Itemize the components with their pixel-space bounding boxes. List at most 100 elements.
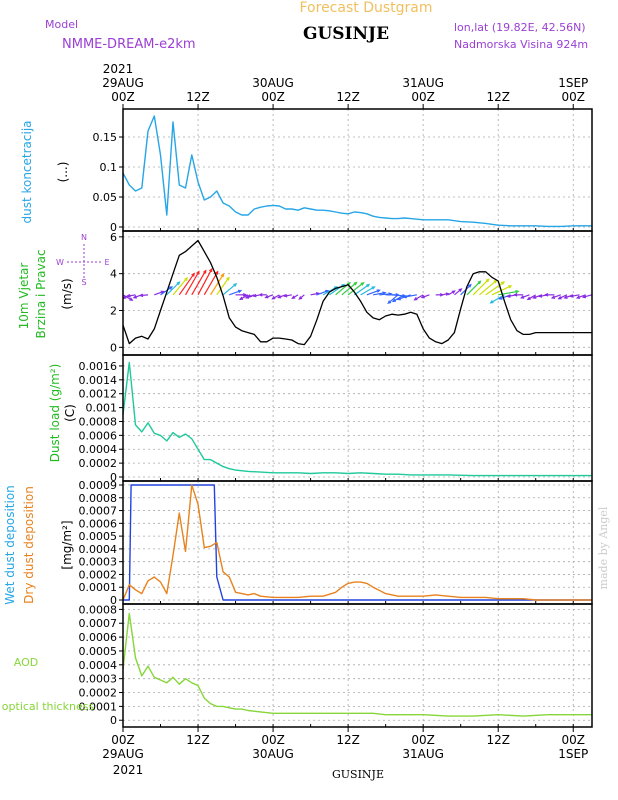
wind-arrow — [341, 282, 357, 296]
y-tick-label: 0.0005 — [79, 530, 118, 543]
wind-arrow-head — [445, 292, 450, 296]
wind-arrow — [373, 292, 386, 296]
wind-arrow-head — [544, 293, 549, 297]
compass-e: E — [104, 258, 109, 267]
wind-arrow — [229, 290, 242, 296]
y-tick-label: 0.0014 — [79, 374, 118, 387]
wind-arrow — [520, 294, 530, 299]
wind-arrow-head — [202, 269, 207, 274]
wind-arrow — [527, 294, 537, 300]
top-date-label: 1SEP — [558, 76, 588, 90]
y-tick-label: 0.0008 — [79, 492, 118, 505]
wind-arrow — [466, 280, 481, 296]
wind-arrow — [421, 294, 430, 299]
y-tick-label: 0.0009 — [79, 479, 118, 492]
top-hour-label: 12Z — [336, 90, 360, 104]
dry-dep-label: Dry dust deposition — [22, 486, 36, 604]
wind-arrow-head — [513, 293, 518, 297]
top-hour-label: 12Z — [486, 90, 510, 104]
wind-arrow — [272, 294, 280, 300]
wind-arrow — [178, 273, 195, 296]
wind-arrow-head — [387, 300, 392, 305]
wind-arrow — [127, 294, 136, 297]
wind-arrow-head — [226, 276, 230, 281]
bottom-date-label: 1SEP — [558, 747, 588, 761]
top-date-label: 31AUG — [402, 76, 444, 90]
wind-arrow — [140, 294, 149, 297]
wind-arrow — [447, 290, 456, 296]
panels: 00.050.10.15024600.00020.00040.00060.000… — [79, 108, 593, 728]
wind-arrow — [216, 277, 230, 296]
wind-arrow — [160, 286, 173, 296]
y-tick-label: 0.0002 — [79, 687, 118, 700]
wind-arrow-head — [126, 294, 131, 298]
wind-arrow-head — [184, 277, 188, 282]
wind-arrow-head — [283, 293, 288, 298]
conc-label: dust koncetracija — [20, 120, 34, 223]
wind-arrow-head — [191, 272, 195, 277]
wind-arrow-head — [569, 294, 574, 298]
wind-arrow-head — [209, 267, 213, 273]
wind-arrow-head — [520, 295, 525, 299]
bottom-hour-label: 12Z — [186, 733, 210, 747]
wind-arrow — [222, 283, 237, 296]
chart-title: Forecast Dustgram — [300, 0, 433, 16]
wind-speed-line — [122, 239, 592, 346]
wind-arrow — [239, 294, 249, 300]
wind-arrow-head — [477, 280, 482, 285]
wind-arrow-head — [160, 290, 165, 294]
wind-arrow — [551, 294, 561, 299]
coordinates: lon,lat (19.82E, 42.56N) — [454, 21, 586, 34]
wind-arrow — [454, 288, 462, 296]
bottom-year: 2021 — [113, 763, 144, 777]
wind-arrow — [403, 294, 418, 298]
wind-arrow — [347, 282, 364, 296]
wind-unit: (m/s) — [60, 278, 74, 309]
y-tick-label: 0.0007 — [79, 505, 118, 518]
panel-frame — [122, 354, 593, 482]
wind-arrow — [154, 290, 164, 296]
wind-arrow-head — [366, 283, 371, 288]
wind-arrow — [479, 279, 497, 296]
wet-dep-label: Wet dust deposition — [3, 485, 17, 605]
wind-arrow-head — [563, 295, 568, 299]
wind-arrow — [245, 294, 255, 299]
y-tick-label: 0 — [110, 341, 117, 354]
wind-arrow — [197, 268, 213, 296]
elevation: Nadmorska Visina 924m — [454, 38, 588, 51]
wind-arrow — [485, 281, 505, 296]
y-tick-label: 0.0008 — [79, 603, 118, 616]
dry-deposition-line — [122, 484, 592, 601]
wind-arrow — [360, 286, 375, 296]
wind-arrow-head — [371, 286, 376, 290]
wind-arrow-head — [498, 296, 503, 300]
y-tick-label: 0.0004 — [79, 443, 118, 456]
top-hour-label: 00Z — [111, 90, 135, 104]
dep-unit: [mg/m²] — [60, 520, 74, 569]
wind-arrow-head — [129, 297, 134, 301]
wind-arrow-head — [220, 273, 225, 278]
y-tick-label: 0.0004 — [79, 659, 118, 672]
wind-arrow-head — [264, 295, 269, 299]
wind-arrow-head — [391, 298, 397, 303]
y-tick-label: 0.1 — [100, 161, 118, 174]
load-unit: (C) — [63, 404, 77, 422]
y-tick-label: 0.0004 — [79, 543, 118, 556]
y-tick-label: 0 — [110, 594, 117, 607]
wind-arrow-head — [557, 296, 562, 300]
wind-arrow — [166, 281, 180, 296]
dust-load-line — [122, 361, 592, 477]
wind-arrow-head — [271, 296, 276, 300]
compass-s: S — [81, 278, 86, 287]
model-name: NMME-DREAM-e2km — [62, 37, 196, 52]
bottom-date-label: 31AUG — [402, 747, 444, 761]
wind-arrow — [570, 294, 580, 298]
top-hour-label: 00Z — [411, 90, 435, 104]
wind-arrow-head — [176, 281, 181, 286]
aod-label: AOD — [14, 656, 38, 669]
wind-arrow-head — [396, 296, 401, 301]
model-label: Model — [45, 18, 78, 31]
bottom-hour-label: 12Z — [336, 733, 360, 747]
